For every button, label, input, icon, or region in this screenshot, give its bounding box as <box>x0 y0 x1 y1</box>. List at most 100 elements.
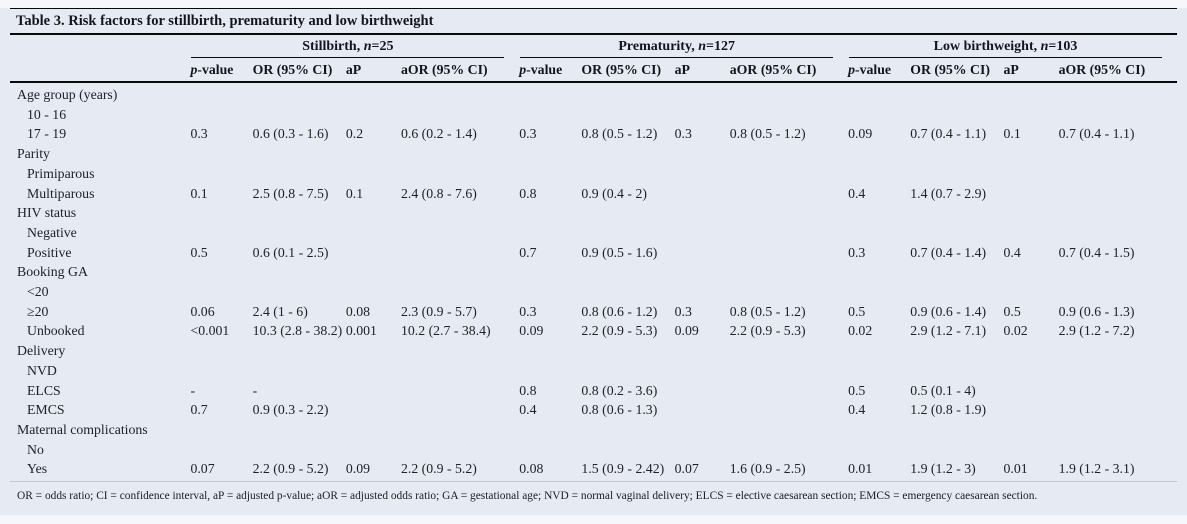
column-header-aor: aOR (95% CI) <box>400 59 520 83</box>
table-row: Yes 0.07 2.2 (0.9 - 5.2) 0.09 2.2 (0.9 - 5.2… <box>10 459 1177 483</box>
data-cell: 0.8 (0.6 - 1.2) <box>581 303 658 319</box>
table-row: Booking GA <box>10 263 1177 283</box>
data-cell <box>910 82 1003 105</box>
column-header-ap: aP <box>345 59 401 83</box>
data-cell: 2.9 (1.2 - 7.2) <box>1058 323 1135 339</box>
data-cell: 0.7 (0.4 - 1.1) <box>910 126 987 142</box>
data-cell: 0.8 (0.5 - 1.2) <box>581 126 658 142</box>
data-cell <box>346 420 401 440</box>
data-cell <box>401 243 519 263</box>
data-cell: 0.01 <box>848 459 911 483</box>
data-cell <box>1003 283 1058 303</box>
data-cell <box>519 440 581 460</box>
table-row: Maternal complications <box>10 420 1177 440</box>
data-cell <box>401 145 519 165</box>
data-cell <box>581 204 674 224</box>
data-cell: 0.1 <box>190 185 208 201</box>
data-cell <box>1059 361 1177 381</box>
data-cell <box>675 145 730 165</box>
data-cell: 0.9 (0.6 - 1.3) <box>1058 303 1135 319</box>
data-cell: 0.08 <box>345 303 370 319</box>
column-header-ap: aP <box>1003 59 1059 83</box>
data-cell: 2.3 (0.9 - 5.7) <box>400 303 477 319</box>
data-cell: 0.6 (0.2 - 1.4) <box>400 126 477 142</box>
data-cell <box>519 82 581 105</box>
data-cell: 0.001 <box>345 323 377 339</box>
p-rest: -value <box>854 62 892 77</box>
data-cell: 0.7 (0.4 - 1.4) <box>910 244 987 260</box>
data-cell <box>1003 401 1058 421</box>
top-divider <box>10 8 1177 9</box>
title-divider <box>10 33 1177 35</box>
p-italic: p <box>848 62 855 77</box>
p-italic: p <box>190 62 198 77</box>
data-cell: 0.5 (0.1 - 4) <box>910 382 976 398</box>
row-label: Maternal complications <box>17 421 148 437</box>
data-cell: 0.6 (0.3 - 1.6) <box>252 126 329 142</box>
data-cell: 2.2 (0.9 - 5.3) <box>581 323 658 339</box>
data-cell: 2.4 (1 - 6) <box>252 303 308 319</box>
data-cell: 0.3 <box>519 303 537 319</box>
data-cell: 0.8 <box>519 185 537 201</box>
data-cell <box>401 204 519 224</box>
data-cell <box>253 105 346 125</box>
data-cell <box>675 223 730 243</box>
data-cell: 0.3 <box>848 244 866 260</box>
row-label: Positive <box>27 244 72 260</box>
data-cell <box>581 223 674 243</box>
data-cell: 0.7 (0.4 - 1.1) <box>1058 126 1135 142</box>
data-cell: 0.7 <box>519 244 537 260</box>
data-cell: 0.09 <box>848 126 873 142</box>
data-cell <box>581 82 674 105</box>
data-cell <box>675 243 730 263</box>
data-cell <box>910 283 1003 303</box>
data-cell <box>401 283 519 303</box>
data-cell <box>675 82 730 105</box>
data-cell <box>401 82 519 105</box>
data-cell <box>346 243 401 263</box>
data-cell: 0.3 <box>674 126 692 142</box>
data-cell: 0.08 <box>519 459 582 483</box>
data-cell <box>581 361 674 381</box>
data-cell <box>1003 223 1058 243</box>
table-row: No <box>10 440 1177 460</box>
data-cell <box>675 164 730 184</box>
group-n-value: =127 <box>706 39 735 54</box>
data-cell: 0.3 <box>674 303 692 319</box>
data-cell <box>519 263 581 283</box>
data-cell: 0.4 <box>848 402 866 418</box>
data-cell: 0.1 <box>345 185 364 201</box>
row-label: Delivery <box>17 343 66 359</box>
data-cell <box>253 223 346 243</box>
data-cell: 0.02 <box>848 323 873 339</box>
data-cell <box>1003 420 1058 440</box>
group-label: Stillbirth, <box>302 39 364 54</box>
table-row: Parity <box>10 145 1177 165</box>
data-cell <box>1059 263 1177 283</box>
table-row: 10 - 16 <box>10 105 1177 125</box>
data-cell <box>346 204 401 224</box>
data-cell <box>519 420 581 440</box>
data-cell <box>730 164 848 184</box>
table-row: NVD <box>10 361 1177 381</box>
data-cell <box>346 164 401 184</box>
data-cell: 2.2 (0.9 - 5.3) <box>729 323 806 339</box>
column-header-aor: aOR (95% CI) <box>729 59 849 83</box>
data-cell <box>346 223 401 243</box>
data-cell: 0.8 (0.6 - 1.3) <box>581 402 658 418</box>
row-label: Multiparous <box>27 185 95 201</box>
data-cell: 0.09 <box>519 323 544 339</box>
data-cell <box>1003 381 1058 401</box>
table-row: Delivery <box>10 342 1177 362</box>
data-cell <box>730 440 848 460</box>
data-cell: 1.9 (1.2 - 3.1) <box>1058 459 1177 483</box>
data-cell: 1.4 (0.7 - 2.9) <box>910 185 987 201</box>
table-row: ≥20 0.06 2.4 (1 - 6) 0.08 2.3 (0.9 - 5.7) 0.3… <box>10 302 1177 322</box>
data-cell <box>1003 184 1058 204</box>
row-label: HIV status <box>17 205 77 221</box>
data-cell <box>848 342 910 362</box>
data-cell <box>346 401 401 421</box>
data-cell <box>190 204 252 224</box>
data-cell <box>1003 263 1058 283</box>
group-label: Prematurity, <box>618 39 699 54</box>
